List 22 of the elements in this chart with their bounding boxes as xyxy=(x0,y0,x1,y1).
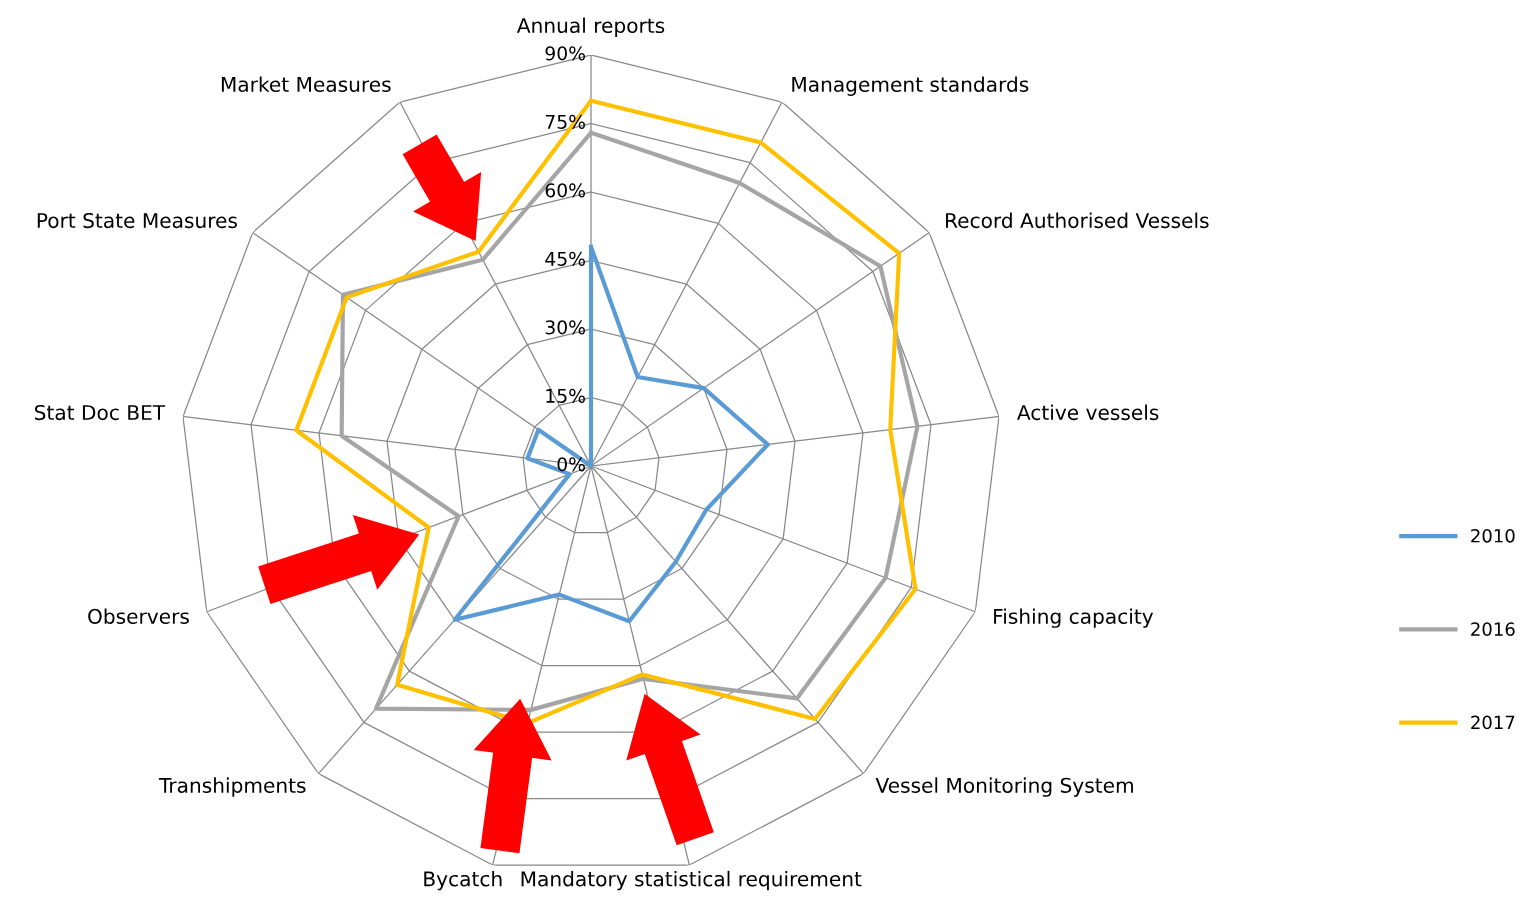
spoke-label: Market Measures xyxy=(221,76,391,92)
spoke-label: Management standards xyxy=(792,76,1029,96)
legend-label: 2017 xyxy=(1471,715,1515,730)
y-tick-label: 60% xyxy=(545,183,585,198)
y-tick-label: 45% xyxy=(545,251,585,266)
y-tick-label: 90% xyxy=(545,46,585,61)
spoke-label: Fishing capacity xyxy=(994,608,1154,628)
y-tick-label: 30% xyxy=(545,320,585,335)
y-tick-label: 0% xyxy=(557,457,585,472)
spoke-label: Stat Doc BET xyxy=(34,404,166,421)
spoke-label: Active vessels xyxy=(1017,404,1159,421)
legend-label: 2016 xyxy=(1471,622,1515,636)
spoke-label: Vessel Monitoring System xyxy=(875,777,1133,797)
spoke-label: Transhipments xyxy=(158,777,306,797)
spoke-label: Bycatch xyxy=(424,870,502,891)
y-tick-label: 15% xyxy=(546,388,585,403)
legend-label: 2010 xyxy=(1471,528,1515,543)
spoke-label: Port State Measures xyxy=(37,212,237,229)
spoke-label: Annual reports xyxy=(516,17,665,37)
spoke-label: Observers xyxy=(88,608,189,624)
spoke-label: Record Authorised Vessels xyxy=(946,212,1209,229)
spoke-label: Mandatory statistical requirement xyxy=(521,870,862,891)
